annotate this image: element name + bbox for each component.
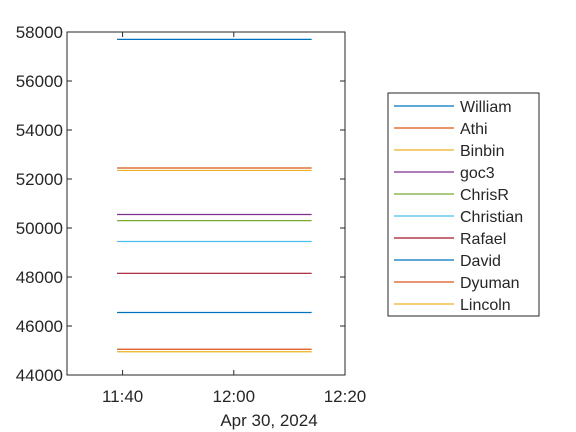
axes-layer: 44000 46000 48000 50000 52000 54000 56000 58000… — [16, 23, 367, 406]
legend: William Athi Binbin goc3 ChrisR Christian Rafa… — [387, 92, 540, 317]
y-tick-label: 54000 — [16, 121, 63, 140]
legend-label-binbin: Binbin — [460, 143, 504, 160]
y-tick-label: 58000 — [16, 23, 63, 42]
y-tick-label: 48000 — [16, 268, 63, 287]
legend-label-christian: Christian — [460, 209, 523, 226]
legend-label-dyuman: Dyuman — [460, 275, 520, 292]
plot-frame — [66, 31, 346, 376]
legend-label-william: William — [460, 99, 512, 116]
legend-label-david: David — [460, 253, 501, 270]
legend-label-athi: Athi — [460, 121, 488, 138]
y-tick-label: 52000 — [16, 170, 63, 189]
y-tick-label: 50000 — [16, 219, 63, 238]
series-layer — [117, 38, 312, 353]
legend-box — [387, 92, 540, 317]
legend-label-chrisr: ChrisR — [460, 187, 509, 204]
legend-label-lincoln: Lincoln — [460, 297, 511, 314]
y-tick-label: 44000 — [16, 366, 63, 385]
y-tick-label: 46000 — [16, 317, 63, 336]
legend-label-goc3: goc3 — [460, 165, 495, 182]
legend-label-rafael: Rafael — [460, 231, 506, 248]
x-tick-label: 12:00 — [213, 387, 256, 406]
x-tick-label: 11:40 — [102, 387, 143, 406]
y-tick-label: 56000 — [16, 72, 63, 91]
x-tick-label: 12:20 — [324, 387, 367, 406]
x-axis-date-label: Apr 30, 2024 — [220, 411, 317, 430]
